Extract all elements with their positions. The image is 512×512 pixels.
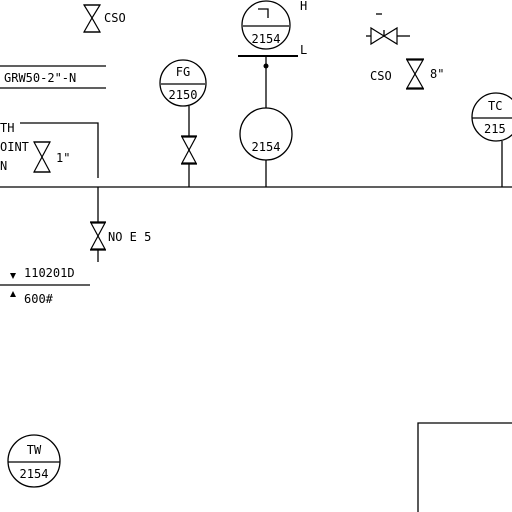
tw-tag: TW xyxy=(27,443,42,457)
globe-valve-right[interactable] xyxy=(366,13,410,46)
level-high-label: H xyxy=(300,0,307,13)
level-switch-bubble[interactable] xyxy=(241,0,291,50)
cso-valve-8-inch[interactable] xyxy=(405,58,425,90)
tc-tag: TC xyxy=(488,99,502,113)
valve-1-inch-left[interactable] xyxy=(33,141,51,173)
elevation-label-1: 110201D xyxy=(24,266,75,280)
elevation-label-2: 600# xyxy=(24,292,54,306)
fg-number: 2150 xyxy=(169,88,198,102)
tw-instrument-bubble[interactable] xyxy=(7,434,61,488)
fragment-th: TH xyxy=(0,121,14,135)
cso-label-top: CSO xyxy=(104,11,126,25)
valve-size-right: 8" xyxy=(430,67,444,81)
level-switch-connector-dot xyxy=(263,63,269,69)
tc-instrument-bubble[interactable] xyxy=(471,92,512,142)
cso-label-right: CSO xyxy=(370,69,392,83)
title-block-border xyxy=(417,422,512,512)
level-low-label: L xyxy=(300,43,307,57)
valve-size-left: 1" xyxy=(56,151,70,165)
drain-valve[interactable] xyxy=(89,221,107,251)
drain-valve-note: NO E 5 xyxy=(108,230,151,244)
elevation-arrow-up xyxy=(10,291,16,297)
level-switch-number: 2154 xyxy=(252,32,281,46)
tw-number: 2154 xyxy=(20,467,49,481)
fragment-n: N xyxy=(0,159,7,173)
level-switch-symbol xyxy=(258,8,269,18)
cso-valve-top[interactable] xyxy=(82,4,102,33)
fg-root-valve[interactable] xyxy=(180,135,198,165)
note-bracket xyxy=(20,122,99,178)
elevation-arrow-down xyxy=(10,273,16,279)
fg-tag: FG xyxy=(176,65,190,79)
level-transmitter-number: 2154 xyxy=(252,140,281,154)
fg-instrument-bubble[interactable] xyxy=(159,59,207,107)
line-id-label: GRW50-2"-N xyxy=(4,71,76,85)
tc-number: 215 xyxy=(484,122,506,136)
fragment-oint: OINT xyxy=(0,140,29,154)
